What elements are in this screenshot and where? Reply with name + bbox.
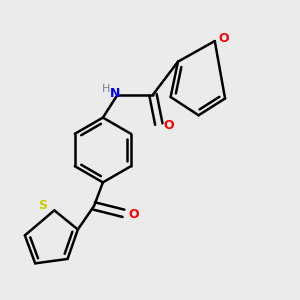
Text: H: H	[102, 84, 111, 94]
Text: O: O	[163, 119, 174, 132]
Text: S: S	[39, 199, 48, 212]
Text: O: O	[218, 32, 229, 45]
Text: O: O	[128, 208, 139, 221]
Text: N: N	[110, 87, 120, 100]
